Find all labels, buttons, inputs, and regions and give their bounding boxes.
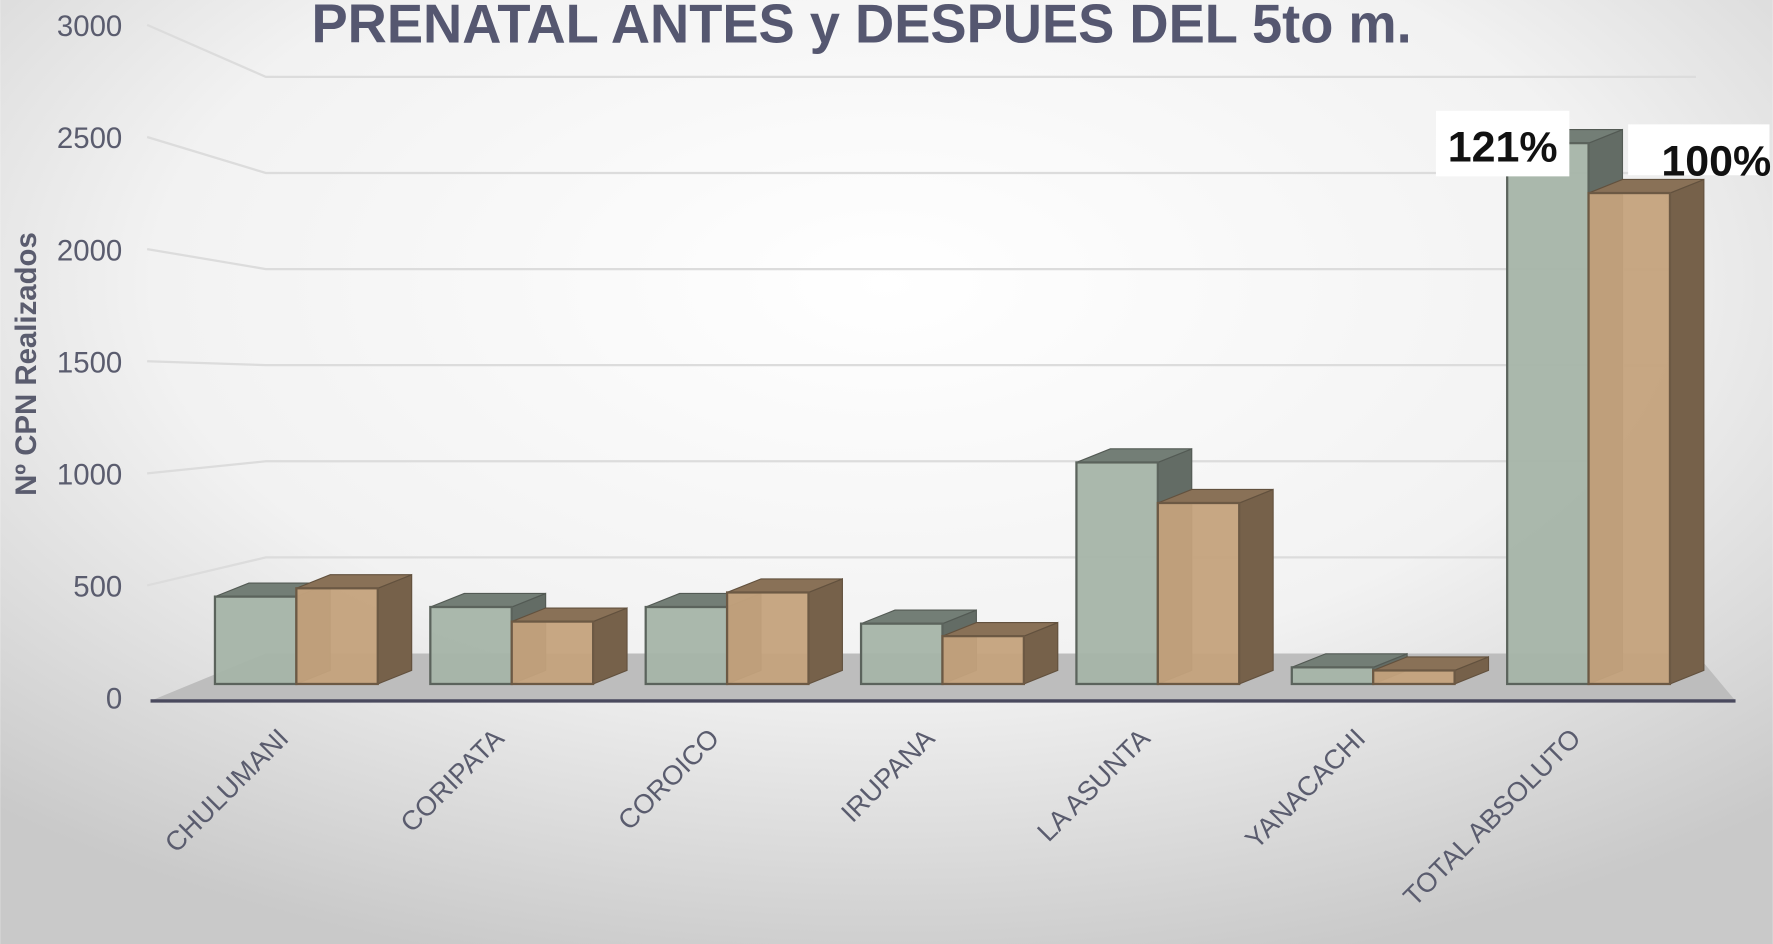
y-tick-label: 500 bbox=[73, 571, 122, 604]
bar-front bbox=[941, 635, 1025, 686]
bar-front bbox=[510, 620, 595, 686]
bar-front bbox=[725, 591, 810, 686]
grid-line bbox=[146, 135, 1696, 175]
grid-line bbox=[146, 247, 1696, 271]
bar bbox=[1372, 656, 1490, 686]
annotation: 100% bbox=[1661, 137, 1771, 185]
y-tick-label: 1000 bbox=[57, 458, 122, 491]
bar-front bbox=[1372, 669, 1456, 686]
annotation: 121% bbox=[1448, 124, 1558, 172]
y-tick-label: 3000 bbox=[57, 10, 122, 43]
y-tick-label: 1500 bbox=[57, 346, 122, 379]
bar-side bbox=[1238, 488, 1274, 685]
bar-side bbox=[377, 573, 413, 685]
bar bbox=[295, 573, 413, 686]
bar bbox=[1587, 178, 1705, 686]
bar-front bbox=[1290, 666, 1375, 686]
bar-front bbox=[644, 605, 729, 686]
bar-front bbox=[295, 587, 379, 686]
bar bbox=[510, 607, 628, 686]
annotation-box bbox=[1435, 110, 1570, 177]
y-tick-label: 2000 bbox=[57, 234, 122, 267]
bar-front bbox=[429, 605, 513, 686]
annotation-box bbox=[1628, 124, 1770, 176]
y-axis-label: Nº CPN Realizados bbox=[10, 232, 43, 496]
bar bbox=[1156, 488, 1274, 686]
bar bbox=[725, 578, 843, 686]
bar-front bbox=[1075, 461, 1159, 686]
bar-side bbox=[1669, 178, 1705, 685]
chart-title: PRENATAL ANTES y DESPUES DEL 5to m. bbox=[311, 0, 1411, 55]
bar-front bbox=[1587, 191, 1672, 686]
grid-line bbox=[147, 360, 1696, 367]
bar-front bbox=[213, 595, 298, 686]
grid-line bbox=[147, 460, 1696, 475]
y-tick-label: 2500 bbox=[57, 122, 122, 155]
grid-line bbox=[146, 23, 1696, 79]
bar bbox=[941, 621, 1059, 686]
plot: 0 500 1000 1500 2000 2500 3000 bbox=[57, 10, 1736, 716]
y-tick-label: 0 bbox=[106, 683, 122, 716]
bar-front bbox=[1506, 141, 1590, 686]
bar-front bbox=[859, 622, 944, 686]
bar-front bbox=[1156, 501, 1241, 686]
bar-side bbox=[807, 578, 843, 685]
